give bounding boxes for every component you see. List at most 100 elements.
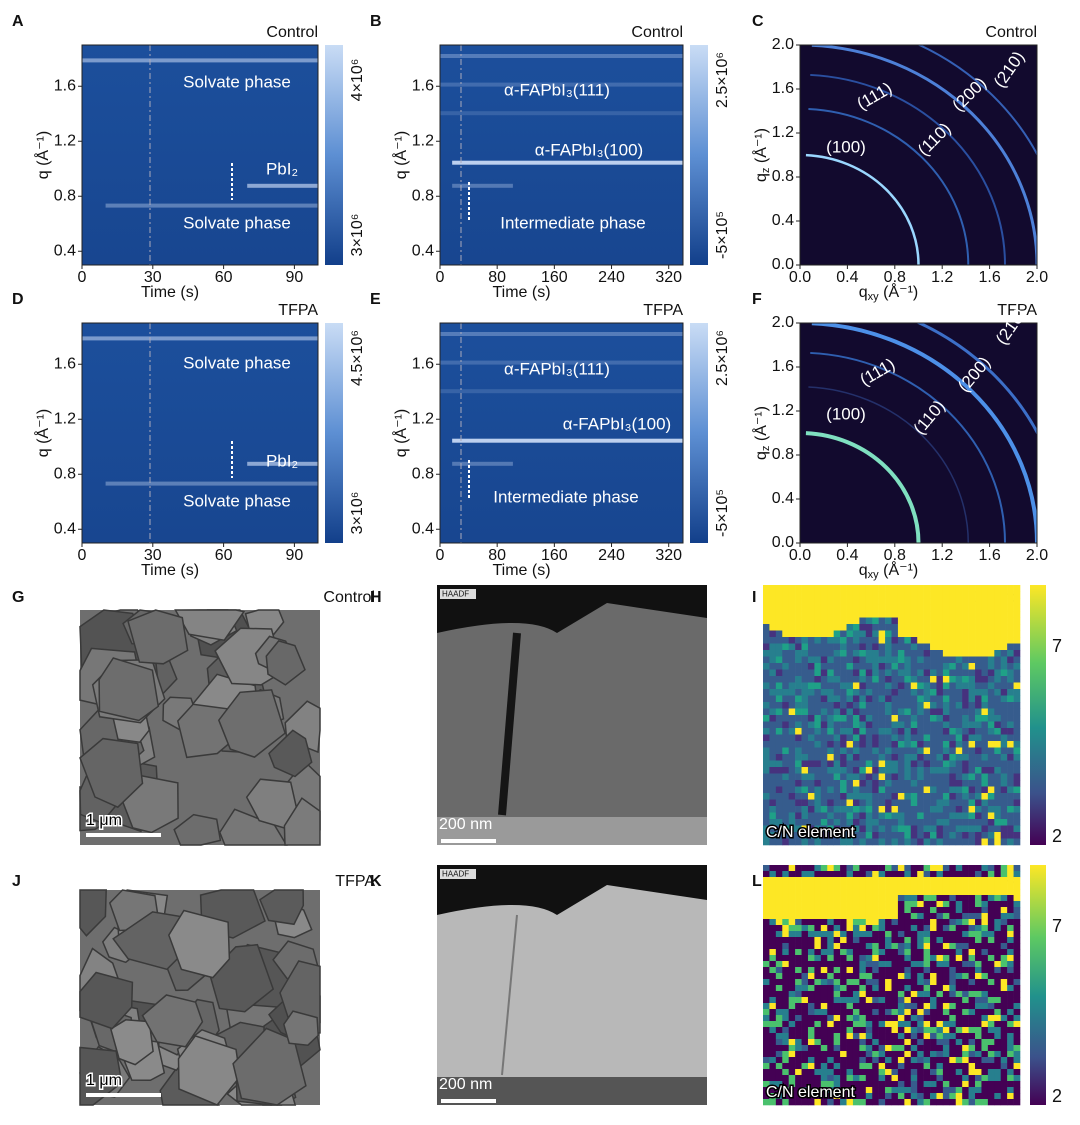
- map-pixel: [833, 997, 841, 1004]
- map-pixel: [981, 913, 989, 920]
- map-pixel: [968, 682, 976, 690]
- map-pixel: [910, 1015, 918, 1022]
- map-pixel: [807, 611, 815, 618]
- map-pixel: [820, 943, 828, 950]
- map-pixel: [942, 624, 950, 631]
- map-pixel: [763, 780, 770, 787]
- map-pixel: [987, 1075, 995, 1082]
- map-pixel: [763, 973, 770, 980]
- map-pixel: [987, 760, 995, 768]
- map-pixel: [904, 747, 912, 755]
- map-pixel: [840, 832, 847, 839]
- map-pixel: [949, 585, 957, 592]
- map-pixel: [904, 825, 912, 833]
- map-pixel: [1000, 806, 1008, 813]
- map-pixel: [865, 585, 873, 592]
- map-pixel: [865, 1063, 873, 1070]
- map-pixel: [820, 695, 828, 703]
- map-pixel: [936, 895, 944, 902]
- map-pixel: [788, 1021, 796, 1028]
- map-pixel: [987, 1045, 995, 1052]
- map-pixel: [827, 786, 834, 794]
- map-pixel: [975, 747, 982, 755]
- map-pixel: [897, 617, 905, 625]
- map-pixel: [942, 656, 950, 664]
- map-pixel: [1007, 643, 1014, 651]
- map-pixel: [820, 1099, 828, 1106]
- map-pixel: [859, 895, 867, 902]
- map-pixel: [994, 786, 1002, 794]
- map-pixel: [962, 793, 969, 800]
- map-pixel: [775, 754, 783, 761]
- map-pixel: [814, 702, 822, 709]
- map-pixel: [1013, 889, 1021, 896]
- map-pixel: [788, 913, 796, 920]
- map-pixel: [955, 780, 963, 787]
- map-pixel: [840, 669, 847, 677]
- map-pixel: [852, 695, 860, 703]
- map-pixel: [994, 949, 1002, 956]
- map-pixel: [923, 754, 931, 761]
- map-pixel: [807, 1063, 815, 1070]
- map-pixel: [1013, 819, 1021, 826]
- map-pixel: [859, 865, 867, 872]
- map-pixel: [981, 1009, 989, 1016]
- map-pixel: [904, 1087, 912, 1094]
- map-pixel: [820, 907, 828, 914]
- map-pixel: [981, 1081, 989, 1088]
- map-pixel: [827, 656, 834, 664]
- map-pixel: [936, 1057, 944, 1064]
- map-pixel: [807, 682, 815, 690]
- map-pixel: [949, 901, 957, 908]
- map-pixel: [891, 825, 899, 833]
- map-pixel: [910, 1099, 918, 1106]
- map-pixel: [859, 799, 867, 807]
- map-pixel: [878, 949, 886, 956]
- map-pixel: [917, 767, 924, 774]
- map-pixel: [923, 979, 931, 986]
- map-pixel: [981, 650, 989, 657]
- map-pixel: [859, 832, 867, 839]
- map-pixel: [775, 901, 783, 908]
- map-pixel: [801, 721, 809, 729]
- map-pixel: [788, 967, 796, 974]
- map-pixel: [872, 832, 879, 839]
- map-pixel: [962, 721, 969, 729]
- map-pixel: [917, 806, 924, 813]
- annotation: α-FAPbI₃(111): [504, 80, 610, 99]
- map-pixel: [763, 630, 770, 638]
- map-pixel: [852, 985, 860, 992]
- map-pixel: [807, 767, 815, 774]
- map-pixel: [987, 1015, 995, 1022]
- map-pixel: [987, 1021, 995, 1028]
- map-pixel: [1013, 650, 1021, 657]
- map-pixel: [885, 689, 892, 696]
- map-pixel: [872, 650, 879, 657]
- map-pixel: [891, 630, 899, 638]
- map-pixel: [897, 871, 905, 878]
- map-pixel: [968, 919, 976, 926]
- map-pixel: [949, 741, 957, 748]
- map-pixel: [769, 799, 777, 807]
- map-pixel: [840, 585, 847, 592]
- map-pixel: [975, 895, 982, 902]
- map-pixel: [807, 931, 815, 938]
- map-pixel: [833, 1069, 841, 1076]
- map-pixel: [936, 937, 944, 944]
- map-pixel: [904, 728, 912, 735]
- map-pixel: [885, 637, 892, 644]
- map-pixel: [968, 611, 976, 618]
- map-pixel: [833, 1099, 841, 1106]
- map-pixel: [795, 643, 802, 651]
- map-pixel: [807, 883, 815, 890]
- map-pixel: [949, 955, 957, 962]
- map-pixel: [1000, 702, 1008, 709]
- map-pixel: [897, 961, 905, 968]
- map-pixel: [801, 780, 809, 787]
- map-pixel: [769, 689, 777, 696]
- map-pixel: [930, 760, 937, 768]
- map-pixel: [891, 1051, 899, 1058]
- map-pixel: [763, 708, 770, 716]
- map-pixel: [1013, 734, 1021, 742]
- map-pixel: [949, 1003, 957, 1010]
